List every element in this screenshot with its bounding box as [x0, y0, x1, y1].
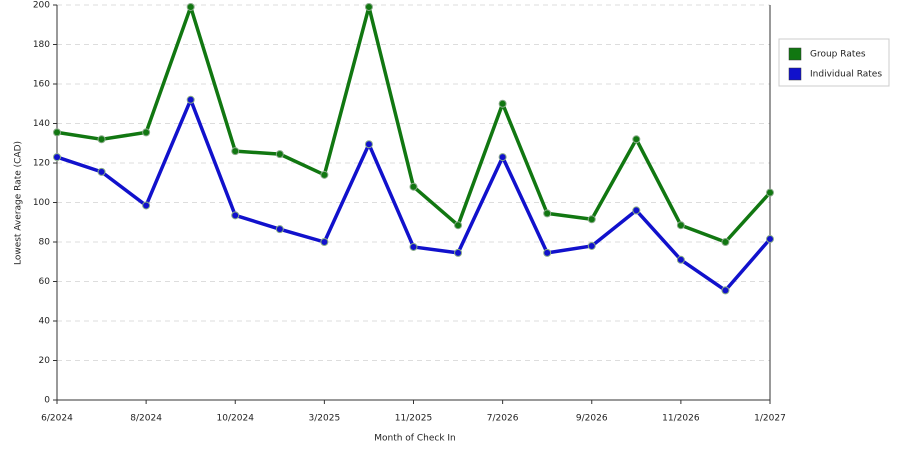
data-point — [676, 221, 685, 230]
x-tick-label: 11/2025 — [395, 414, 432, 424]
y-tick-label: 0 — [44, 396, 50, 406]
data-point — [364, 2, 373, 11]
data-point — [320, 170, 329, 179]
legend-swatch — [788, 67, 802, 81]
data-point — [587, 215, 596, 224]
y-tick-label: 60 — [39, 277, 51, 287]
y-tick-label: 160 — [33, 80, 50, 90]
data-point — [320, 238, 329, 246]
data-point — [97, 135, 106, 144]
x-tick-label: 8/2024 — [130, 414, 162, 424]
x-tick-label: 6/2024 — [41, 414, 73, 424]
data-point — [142, 128, 151, 137]
data-point — [97, 167, 106, 176]
data-point — [53, 153, 61, 162]
y-tick-label: 100 — [33, 198, 50, 208]
y-tick-label: 80 — [39, 238, 51, 248]
legend-label: Group Rates — [810, 50, 866, 60]
data-point — [498, 153, 507, 162]
data-point — [454, 221, 463, 230]
y-tick-label: 120 — [33, 159, 50, 169]
data-point — [498, 99, 507, 108]
data-point — [409, 182, 418, 191]
y-tick-label: 20 — [39, 356, 51, 366]
data-point — [632, 135, 641, 144]
y-tick-label: 180 — [33, 40, 50, 50]
y-tick-label: 140 — [33, 119, 50, 129]
data-point — [275, 150, 284, 159]
data-point — [53, 128, 61, 137]
data-point — [721, 286, 730, 295]
data-point — [186, 95, 195, 104]
x-axis-label: Month of Check In — [374, 434, 456, 444]
y-tick-label: 40 — [39, 317, 51, 327]
x-tick-label: 1/2027 — [754, 414, 786, 424]
data-point — [454, 248, 463, 257]
data-point — [231, 147, 240, 156]
data-point — [676, 255, 685, 264]
legend-swatch — [788, 47, 802, 61]
x-tick-label: 9/2026 — [576, 414, 608, 424]
x-tick-label: 11/2026 — [662, 414, 700, 424]
data-point — [587, 241, 596, 250]
series-line — [56, 5, 772, 244]
data-point — [142, 201, 151, 210]
x-tick-label: 10/2024 — [217, 414, 255, 424]
x-tick-label: 3/2025 — [309, 414, 341, 424]
data-point — [543, 248, 552, 257]
y-axis-label: Lowest Average Rate (CAD) — [14, 141, 24, 265]
data-point — [632, 206, 641, 215]
series-line — [56, 98, 772, 293]
data-point — [766, 188, 774, 197]
data-point — [231, 211, 240, 220]
data-point — [543, 209, 552, 218]
data-point — [186, 2, 195, 11]
data-point — [275, 225, 284, 234]
x-tick-label: 7/2026 — [487, 414, 519, 424]
legend-label: Individual Rates — [810, 70, 882, 80]
y-tick-label: 200 — [33, 1, 50, 11]
data-point — [409, 242, 418, 251]
data-point — [766, 235, 774, 244]
data-point — [364, 140, 373, 149]
data-point — [721, 238, 730, 246]
